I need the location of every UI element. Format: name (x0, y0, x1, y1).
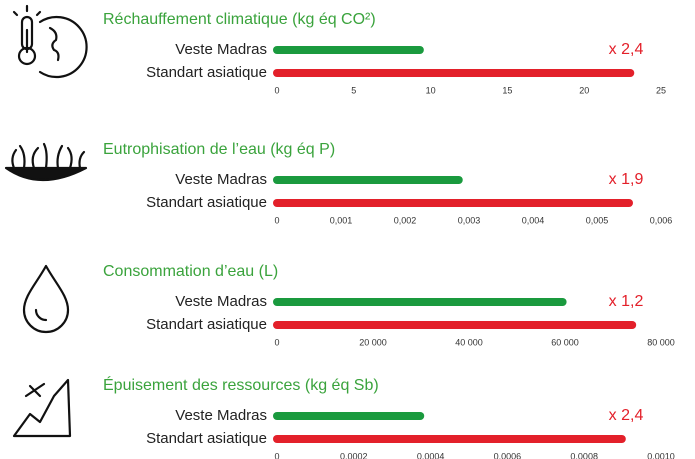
x-tick-label: 80 000 (647, 337, 675, 347)
x-tick-label: 0,0008 (570, 451, 598, 459)
icon-eutrophication (4, 142, 88, 182)
x-tick-label: 0 (274, 337, 279, 347)
chart-title: Consommation d’eau (L) (103, 263, 278, 280)
x-tick-label: 0,003 (458, 215, 481, 225)
category-label: Standart asiatique (146, 64, 267, 81)
x-tick-label: 5 (351, 85, 356, 95)
x-tick-label: 0 (274, 85, 279, 95)
x-tick-label: 0,0006 (494, 451, 522, 459)
ratio-annotation: x 1,9 (609, 171, 644, 188)
x-tick-label: 15 (502, 85, 512, 95)
category-label: Standart asiatique (146, 194, 267, 211)
x-tick-label: 0,005 (586, 215, 609, 225)
category-label: Veste Madras (175, 41, 267, 58)
ratio-annotation: x 1,2 (609, 293, 644, 310)
x-tick-label: 25 (656, 85, 666, 95)
icon-resources (12, 378, 72, 438)
x-tick-label: 0,0002 (340, 451, 368, 459)
x-tick-label: 60 000 (551, 337, 579, 347)
chart-title: Réchauffement climatique (kg éq CO²) (103, 11, 376, 28)
x-tick-label: 0,001 (330, 215, 353, 225)
category-label: Standart asiatique (146, 316, 267, 333)
x-tick-label: 0 (274, 451, 279, 459)
category-label: Standart asiatique (146, 430, 267, 447)
x-tick-label: 0,004 (522, 215, 545, 225)
x-tick-label: 10 (426, 85, 436, 95)
x-tick-label: 20 000 (359, 337, 387, 347)
icon-water (22, 264, 70, 334)
x-tick-label: 0,0004 (417, 451, 445, 459)
icon-climate (12, 4, 88, 79)
category-label: Veste Madras (175, 171, 267, 188)
x-tick-label: 20 (579, 85, 589, 95)
chart-title: Épuisement des ressources (kg éq Sb) (103, 375, 379, 394)
category-label: Veste Madras (175, 407, 267, 424)
x-tick-label: 0 (274, 215, 279, 225)
x-tick-label: 0,006 (650, 215, 673, 225)
ratio-annotation: x 2,4 (609, 407, 644, 424)
category-label: Veste Madras (175, 293, 267, 310)
x-tick-label: 40 000 (455, 337, 483, 347)
x-tick-label: 0,0010 (647, 451, 675, 459)
chart-title: Eutrophisation de l’eau (kg éq P) (103, 141, 335, 158)
x-tick-label: 0,002 (394, 215, 417, 225)
ratio-annotation: x 2,4 (609, 41, 644, 58)
